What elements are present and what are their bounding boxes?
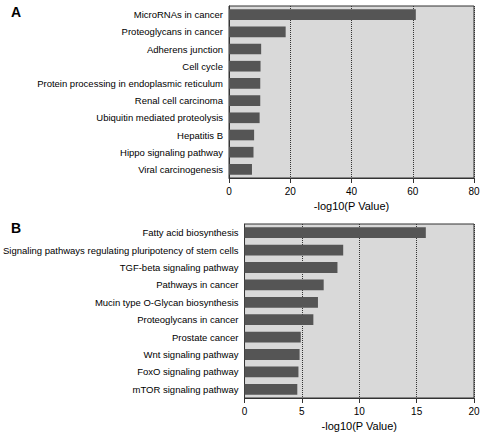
svg-text:0: 0 [242, 406, 248, 417]
svg-text:B: B [11, 220, 21, 236]
svg-text:mTOR signaling pathway: mTOR signaling pathway [133, 384, 239, 395]
svg-text:Wnt signaling pathway: Wnt signaling pathway [143, 349, 238, 360]
svg-text:Viral carcinogenesis: Viral carcinogenesis [138, 164, 223, 175]
svg-text:Cell cycle: Cell cycle [182, 61, 223, 72]
svg-text:Proteoglycans in cancer: Proteoglycans in cancer [122, 26, 223, 37]
svg-text:20: 20 [285, 186, 297, 197]
svg-text:Mucin type O-Glycan biosynthes: Mucin type O-Glycan biosynthesis [95, 297, 239, 308]
svg-text:80: 80 [468, 186, 480, 197]
svg-text:Hepatitis B: Hepatitis B [177, 130, 223, 141]
svg-text:Hippo signaling pathway: Hippo signaling pathway [120, 147, 223, 158]
svg-text:TGF-beta signaling pathway: TGF-beta signaling pathway [120, 262, 239, 273]
svg-text:Adherens junction: Adherens junction [147, 44, 223, 55]
svg-text:5: 5 [299, 406, 305, 417]
svg-text:60: 60 [407, 186, 419, 197]
svg-text:10: 10 [354, 406, 366, 417]
svg-text:MicroRNAs in cancer: MicroRNAs in cancer [134, 9, 223, 20]
svg-text:Prostate cancer: Prostate cancer [172, 332, 239, 343]
svg-text:0: 0 [226, 186, 232, 197]
svg-text:20: 20 [468, 406, 480, 417]
svg-text:15: 15 [411, 406, 423, 417]
svg-text:Ubiquitin mediated proteolysis: Ubiquitin mediated proteolysis [96, 112, 223, 123]
svg-text:Signaling pathways regulating: Signaling pathways regulating pluripoten… [3, 245, 239, 256]
svg-text:-log10(P Value): -log10(P Value) [314, 200, 389, 212]
svg-text:Proteoglycans in cancer: Proteoglycans in cancer [137, 314, 238, 325]
svg-text:40: 40 [346, 186, 358, 197]
svg-text:FoxO signaling pathway: FoxO signaling pathway [137, 366, 239, 377]
svg-text:-log10(P Value): -log10(P Value) [322, 420, 397, 432]
svg-text:Protein processing in endoplas: Protein processing in endoplasmic reticu… [37, 78, 223, 89]
svg-text:A: A [11, 4, 21, 20]
svg-text:Renal cell carcinoma: Renal cell carcinoma [135, 95, 224, 106]
svg-text:Fatty acid biosynthesis: Fatty acid biosynthesis [142, 227, 238, 238]
svg-text:Pathways in cancer: Pathways in cancer [156, 279, 238, 290]
